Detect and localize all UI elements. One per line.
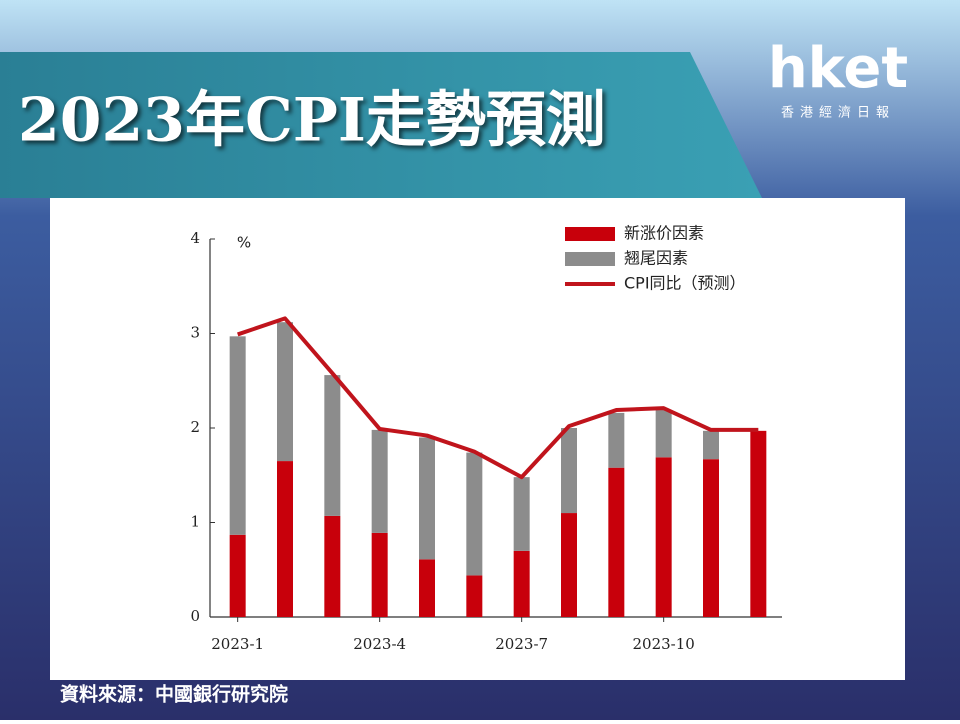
bar [229,336,246,535]
y-tick-label: 1 [190,513,200,531]
bar [513,550,530,617]
bar [277,461,293,617]
bar [371,532,388,617]
x-tick-label: 2023-7 [495,635,548,653]
line [237,316,759,480]
source: 資料來源：中國銀行研究院 [60,683,288,706]
legend-swatch [565,252,615,266]
bar [608,467,625,617]
y-tick-label: 4 [190,229,200,247]
bar [419,437,435,560]
title-banner [0,52,762,198]
title: 2023年CPI走勢預測 [18,86,606,156]
bar [466,452,483,576]
logo-subtitle: 香港經濟日報 [781,105,895,121]
bar [703,459,719,617]
bar [750,430,767,617]
y-tick-label: 2 [190,418,200,436]
legend-label: 新涨价因素 [624,224,704,243]
bar [229,534,246,617]
legend-label: CPI同比（预测） [624,274,746,293]
bar [277,322,293,462]
bar [466,575,483,617]
x-tick-label: 2023-1 [211,635,264,653]
legend-swatch [565,227,615,241]
bar [561,428,577,514]
bar [324,515,341,617]
bar [608,412,625,468]
x-tick-label: 2023-10 [632,635,694,653]
bar [371,429,388,533]
y-tick-label: 0 [190,607,200,625]
x-tick-label: 2023-4 [353,635,406,653]
y-axis-unit: % [237,234,251,252]
bar [655,410,672,458]
bar [324,375,341,516]
bar [419,559,435,617]
bar [655,457,672,617]
logo: hket [768,36,908,101]
bar [703,430,719,460]
bar [561,513,577,617]
bar [513,477,530,551]
legend-label: 翘尾因素 [624,249,688,268]
y-tick-label: 3 [190,324,200,342]
